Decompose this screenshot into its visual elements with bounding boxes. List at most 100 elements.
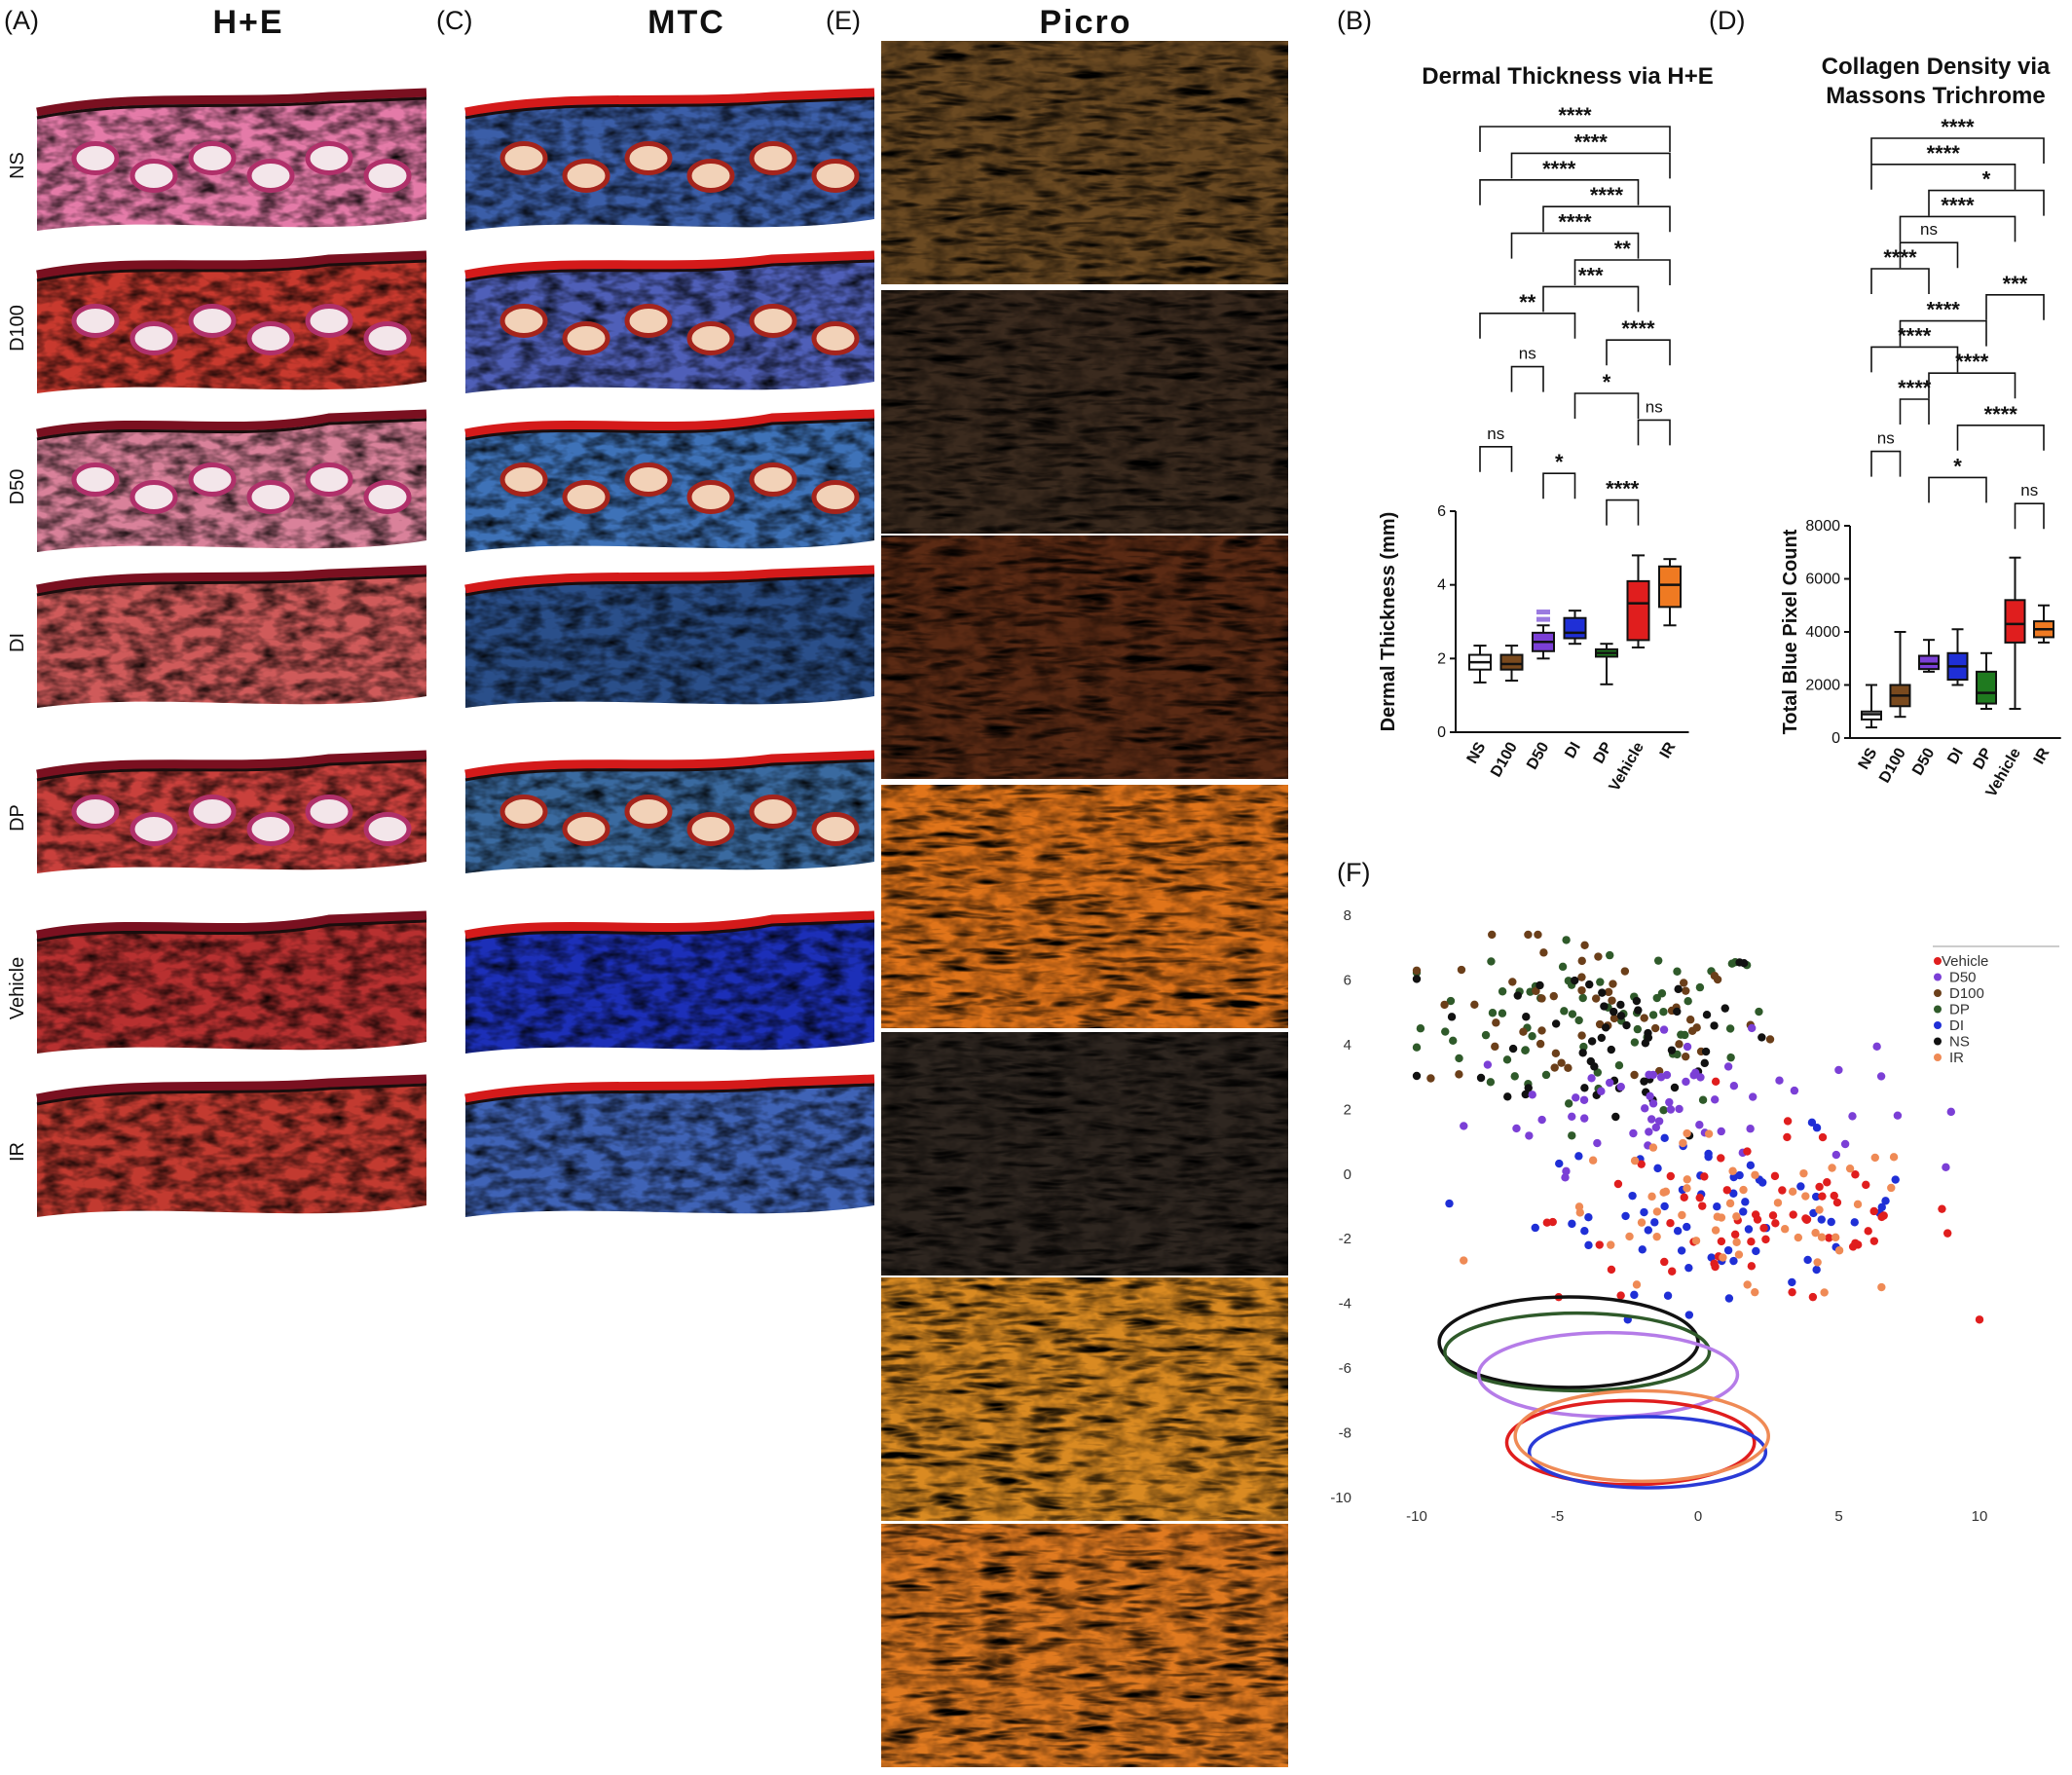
x-tick-label-d50: D50 [1524,739,1552,772]
box-iqr [1563,616,1587,640]
comparison-bracket [1928,189,2045,216]
scatter-point [1747,1023,1757,1033]
comparison-bracket [1510,232,1640,259]
he-follicle [130,321,178,355]
significance-label: *** [1578,263,1604,287]
mtc-follicle [749,462,797,497]
scatter-point [1502,1055,1512,1064]
comparison-dp-vs-ir: *** [1985,272,2045,320]
scatter-point [1640,1207,1648,1217]
picro-panel-texture [881,785,1288,1028]
significance-label: ** [1614,237,1632,261]
scatter-point [1698,1095,1708,1104]
comparison-bracket [1870,450,1902,477]
chart-d-title-line2: Massons Trichrome [1826,83,2045,109]
scatter-point [1521,1046,1530,1054]
scatter-point [1579,1042,1588,1052]
scatter-point [1657,989,1667,998]
comparison-di-vs-vehicle: * [1573,370,1640,419]
scatter-point [1591,994,1601,1003]
scatter-point [1887,1183,1896,1193]
legend-marker-ir [1934,1054,1942,1061]
scatter-point [1607,1045,1616,1054]
mtc-panel-d100 [464,250,875,393]
scatter-point [1625,1232,1634,1241]
he-follicle [71,795,120,829]
y-tick-label: -8 [1339,1425,1351,1442]
scatter-point [1834,1246,1844,1255]
comparison-d100-vs-vehicle: **** [1899,193,2016,242]
legend-label-ns: NS [1949,1034,1970,1051]
picro-panel-texture [881,290,1288,534]
scatter-point [1597,1033,1607,1043]
comparison-bracket [1899,241,1959,269]
scatter-point [1761,1235,1770,1244]
comparison-ns-vs-ir: **** [1479,103,1671,152]
he-epidermis-edge [36,409,427,438]
scatter-point [1654,1117,1664,1126]
mtc-follicle [624,462,673,497]
he-epidermis-line [36,573,427,597]
comparison-bracket [1479,126,1671,152]
scatter-point [1729,1256,1738,1266]
scatter-point [1732,1238,1741,1246]
he-epidermis-edge [36,250,427,279]
outlier [1536,616,1550,622]
picro-panel-texture [881,1524,1288,1767]
box-d50 [1918,639,1940,673]
scatter-point [1720,1004,1729,1013]
scatter-point [1698,1202,1707,1210]
scatter-point [1652,1232,1661,1241]
scatter-point [1621,1211,1630,1221]
scatter-point [1580,941,1589,949]
legend-label-di: DI [1949,1017,1964,1034]
scatter-point [1616,1082,1625,1091]
significance-label: **** [1898,376,1932,400]
scatter-point [1660,1202,1669,1211]
scatter-point [1455,1054,1463,1063]
he-follicle [246,812,295,846]
scatter-point [1751,1287,1759,1297]
picro-panel-ir [881,1524,1288,1767]
scatter-point [1673,967,1682,976]
scatter-point [1524,1084,1533,1092]
scatter-point [1811,1192,1821,1202]
legend-label-vehicle: Vehicle [1942,953,1988,970]
scatter-point [1675,1040,1684,1049]
he-follicle [71,141,120,175]
scatter-point [1622,1020,1631,1030]
mtc-panel-d50 [464,409,875,552]
scatter-point [1723,1245,1733,1255]
scatter-point [1739,1185,1748,1195]
scatter-point [1735,958,1744,967]
scatter-series-vehicle [1542,1077,1984,1324]
picro-panel-d100 [881,290,1288,534]
scatter-point [1571,976,1579,985]
scatter-point [1879,1211,1888,1220]
scatter-point [1607,1265,1616,1275]
scatter-point [1751,1170,1759,1179]
scatter-point [1679,979,1688,987]
scatter-point [1661,1187,1671,1197]
row-label-d50: D50 [7,469,28,505]
scatter-point [1677,1246,1686,1255]
significance-label: **** [1558,210,1592,235]
scatter-point [1685,1016,1695,1024]
mtc-panel-ir [464,1074,875,1217]
scatter-point [1734,1250,1744,1259]
y-tick-label: 4 [1437,577,1446,594]
scatter-point [1644,1033,1653,1042]
he-follicle [71,462,120,497]
scatter-point [1717,1237,1726,1246]
x-tick-label-di: DI [1562,740,1584,761]
scatter-point [1564,1099,1573,1108]
comparison-bracket [2014,502,2045,530]
scatter-point [1675,1104,1684,1114]
scatter-point [1747,1237,1756,1246]
scatter-point [1460,1122,1468,1130]
scatter-point [1610,1014,1619,1023]
scatter-point [1710,1095,1720,1104]
scatter-point [1831,1233,1840,1242]
scatter-point [1850,1218,1859,1227]
he-follicle [363,812,412,846]
